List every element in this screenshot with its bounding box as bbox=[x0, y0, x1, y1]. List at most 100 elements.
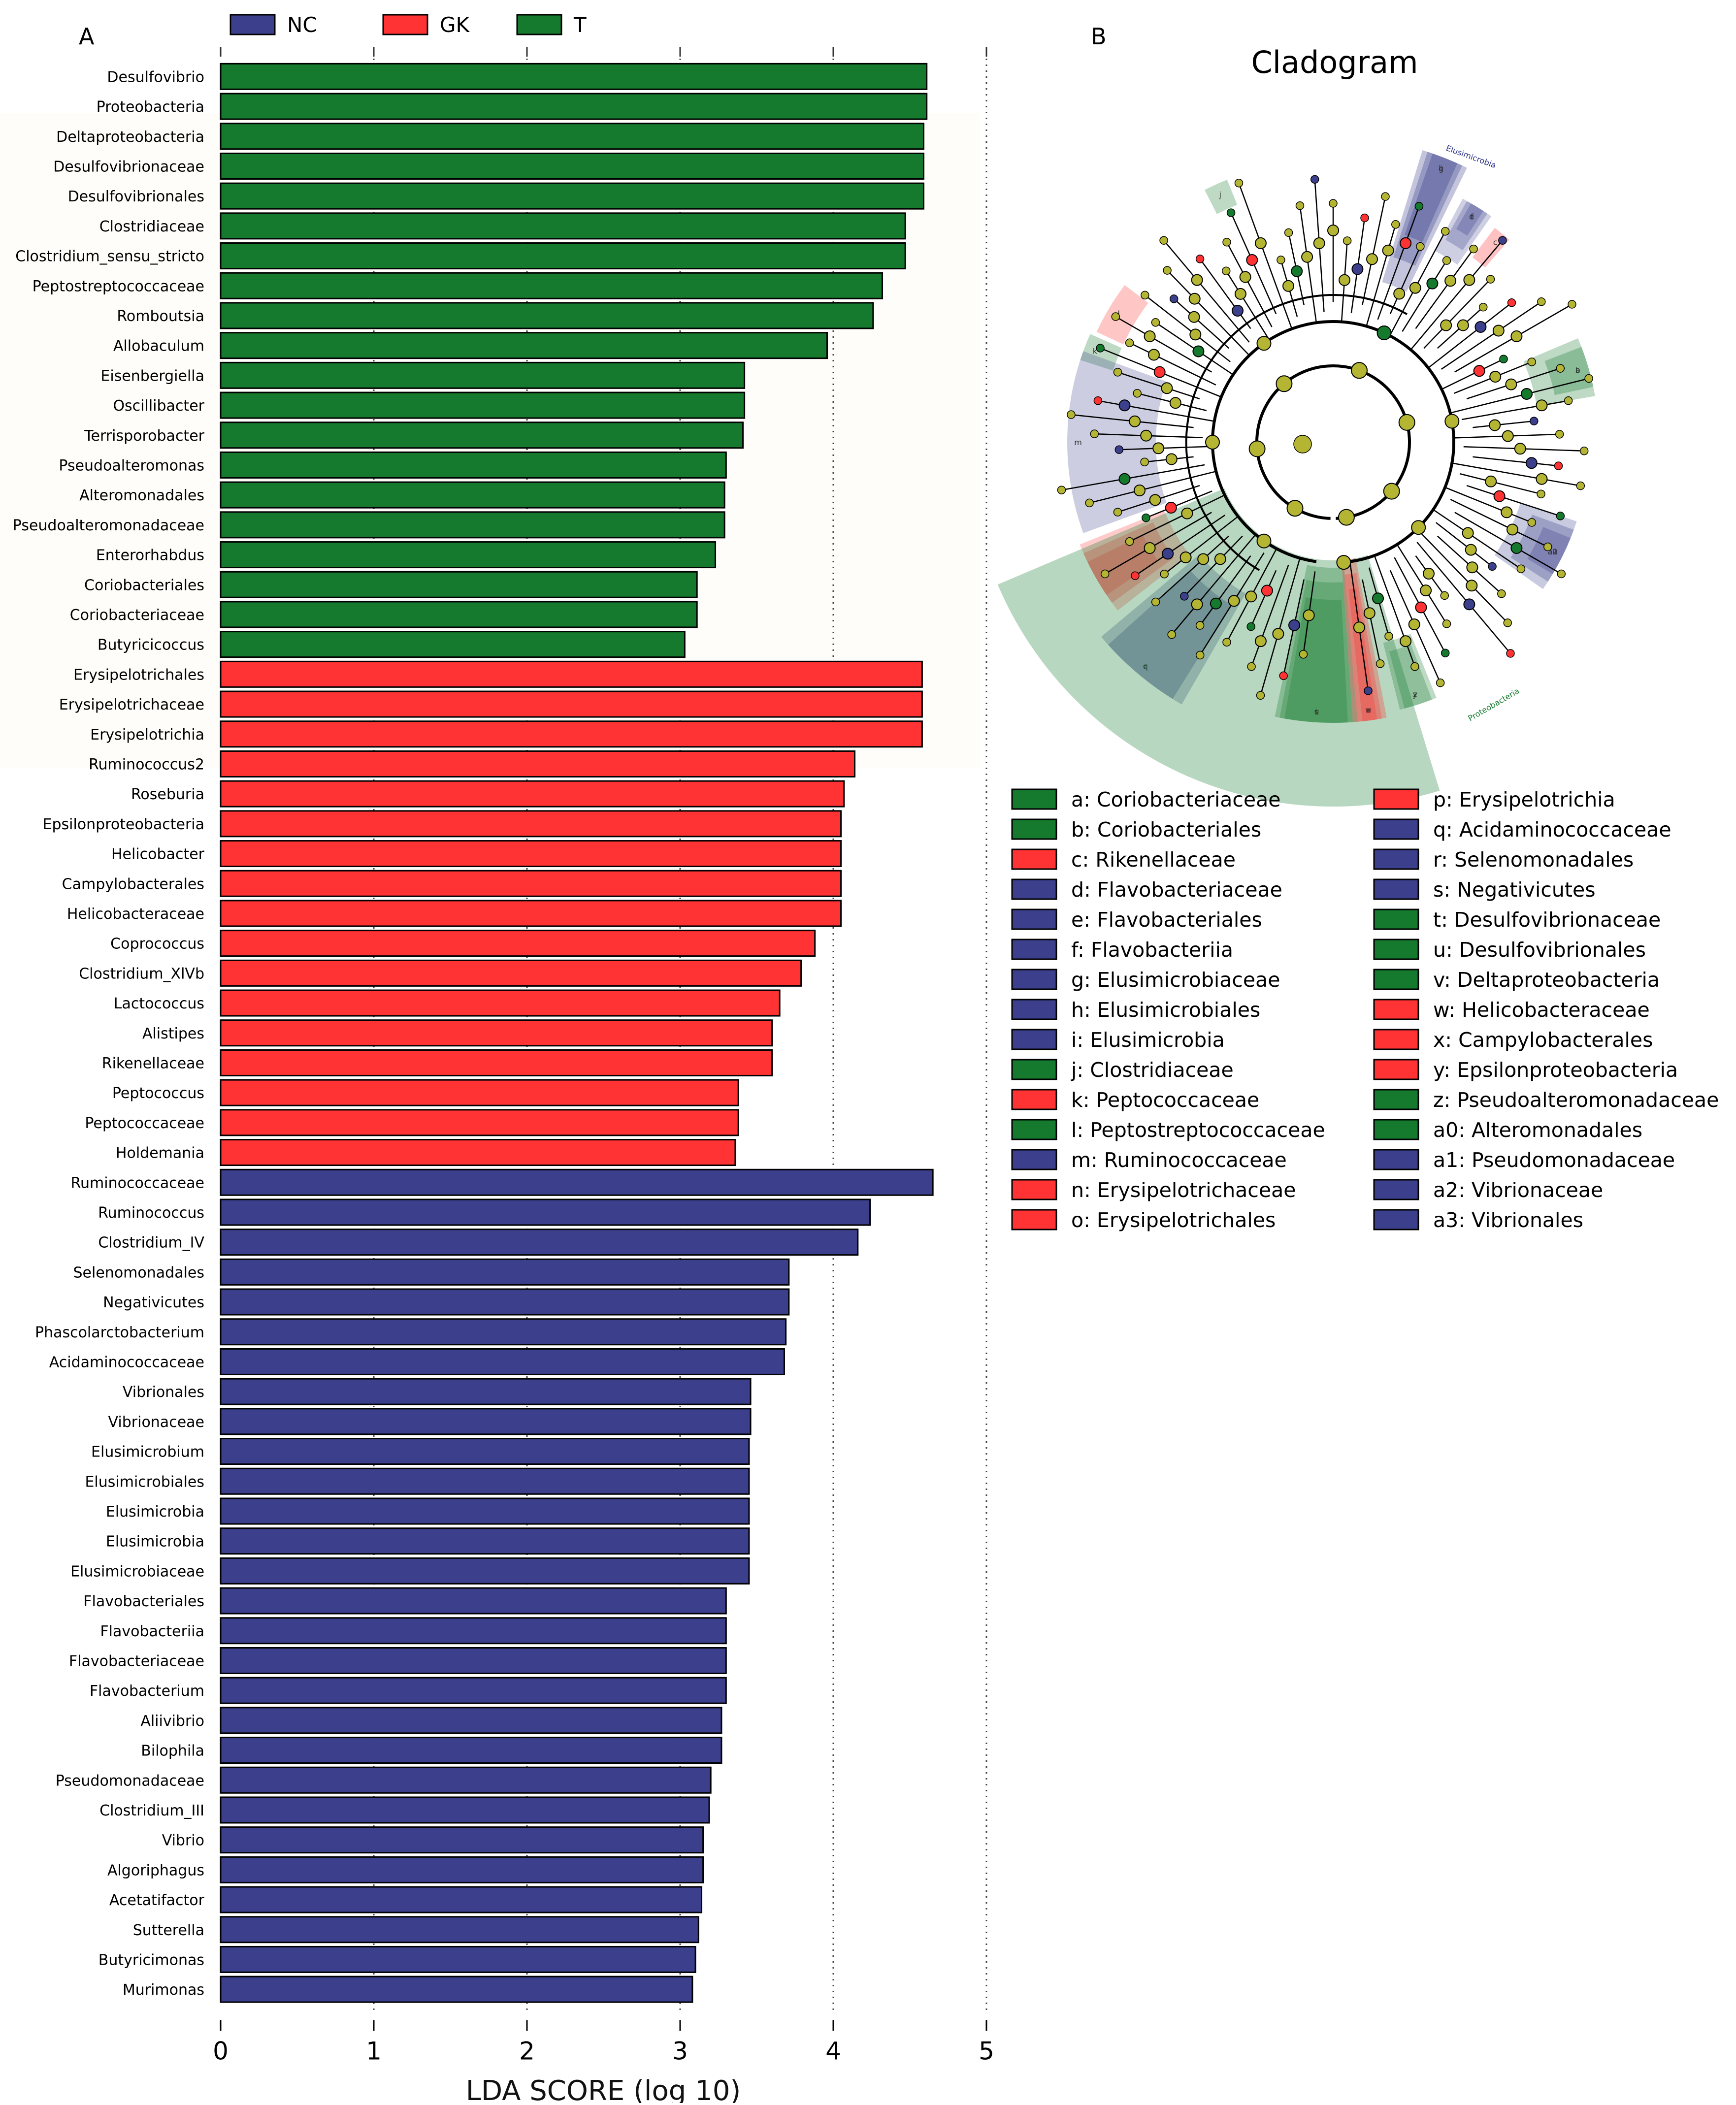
bar bbox=[220, 1229, 859, 1256]
clado-legend-label: b: Coriobacteriales bbox=[1071, 818, 1261, 842]
tree-branch bbox=[1441, 358, 1504, 390]
tree-node bbox=[1440, 319, 1452, 331]
y-tick-label: Erysipelotrichales bbox=[73, 666, 204, 683]
tree-branch bbox=[1105, 512, 1212, 575]
tree-node bbox=[1514, 443, 1526, 455]
tree-leaf bbox=[1564, 396, 1573, 405]
y-tick-label: Elusimicrobia bbox=[106, 1503, 204, 1521]
bar bbox=[220, 1826, 704, 1854]
tree-node bbox=[1301, 251, 1313, 263]
tree-node bbox=[1313, 237, 1325, 249]
tree-branch bbox=[1377, 206, 1420, 320]
bar bbox=[220, 1408, 752, 1435]
cladogram-title: Cladogram bbox=[1251, 44, 1418, 80]
tree-branch bbox=[1450, 378, 1589, 414]
tree-branch bbox=[1098, 400, 1214, 422]
tree-leaf bbox=[1159, 236, 1168, 245]
tree-leaf bbox=[1391, 220, 1400, 229]
highlight-sector bbox=[1382, 150, 1467, 292]
clado-legend-swatch bbox=[1011, 1119, 1057, 1140]
clado-legend-label: a1: Pseudomonadaceae bbox=[1433, 1148, 1675, 1172]
tree-node bbox=[1118, 399, 1131, 412]
bar bbox=[220, 1318, 787, 1346]
tree-branch bbox=[1444, 486, 1532, 523]
tree-branch bbox=[1145, 294, 1231, 362]
tree-leaf bbox=[1141, 291, 1149, 300]
tree-leaf bbox=[1381, 192, 1390, 201]
bar bbox=[220, 182, 924, 210]
clado-legend-swatch bbox=[1011, 908, 1057, 930]
tree-node bbox=[1339, 274, 1350, 286]
tree-leaf bbox=[1579, 447, 1589, 455]
y-tick-label: Flavobacteriales bbox=[83, 1593, 204, 1610]
tree-branch bbox=[1173, 298, 1230, 349]
tree-branch bbox=[1416, 528, 1508, 623]
y-tick-label: Helicobacteraceae bbox=[67, 906, 204, 923]
tree-node bbox=[1161, 382, 1173, 394]
highlight-sector bbox=[1404, 153, 1458, 242]
tree-branch bbox=[1089, 471, 1216, 504]
tree-branch bbox=[1299, 205, 1317, 323]
ring-class bbox=[1211, 320, 1455, 563]
tree-node bbox=[1140, 429, 1152, 442]
tree-node bbox=[1474, 321, 1487, 333]
bar bbox=[220, 780, 845, 808]
tree-node bbox=[1400, 237, 1412, 249]
y-tick-label: Rikenellaceae bbox=[102, 1055, 204, 1072]
y-tick-label: Vibrionaceae bbox=[108, 1414, 204, 1431]
y-tick-label: Ruminococcus bbox=[98, 1204, 204, 1222]
clado-legend-swatch bbox=[1373, 1209, 1419, 1231]
clado-legend-label: c: Rikenellaceae bbox=[1071, 848, 1236, 872]
y-tick-label: Elusimicrobiales bbox=[85, 1473, 204, 1490]
legend-label-nc: NC bbox=[287, 13, 317, 37]
y-tick-label: Enterorhabdus bbox=[96, 547, 204, 564]
tree-branch bbox=[1119, 446, 1213, 451]
tree-branch bbox=[1473, 456, 1559, 467]
bar bbox=[220, 690, 923, 718]
y-tick-label: Eisenbergiella bbox=[100, 367, 204, 385]
bar bbox=[220, 1348, 785, 1375]
sector-letter: l bbox=[1117, 309, 1119, 318]
tree-leaf bbox=[1163, 266, 1172, 275]
tree-leaf bbox=[1497, 589, 1506, 598]
y-tick-label: Phascolarctobacterium bbox=[35, 1324, 204, 1341]
tree-branch bbox=[1362, 579, 1381, 664]
inner-node bbox=[1336, 555, 1351, 570]
y-tick-label: Pseudoalteromonadaceae bbox=[13, 517, 204, 534]
clado-legend-label: v: Deltaproteobacteria bbox=[1433, 968, 1660, 992]
tree-branch bbox=[1155, 535, 1230, 603]
tree-leaf bbox=[1557, 569, 1566, 579]
cladogram-legend: a: Coriobacteriaceae b: Coriobacteriales c… bbox=[1011, 788, 1719, 1232]
bar bbox=[220, 1497, 750, 1525]
bar bbox=[220, 571, 698, 598]
tree-node bbox=[1382, 244, 1394, 257]
tree-leaf bbox=[1410, 662, 1419, 671]
clado-legend-swatch bbox=[1011, 878, 1057, 900]
y-tick-label: Algoriphagus bbox=[107, 1862, 204, 1879]
bar bbox=[220, 1737, 722, 1764]
bar bbox=[220, 840, 842, 868]
clado-legend-label: o: Erysipelotrichales bbox=[1071, 1208, 1276, 1232]
x-tick-label: 4 bbox=[825, 2037, 841, 2066]
bar bbox=[220, 1916, 699, 1943]
tree-branch bbox=[1226, 242, 1273, 327]
y-tick-label: Butyricicoccus bbox=[98, 637, 204, 654]
y-tick-label: Acidaminococcaceae bbox=[49, 1354, 204, 1371]
tree-node bbox=[1501, 506, 1513, 518]
y-tick-label: Clostridium_XlVb bbox=[79, 965, 204, 982]
tree-node bbox=[1234, 288, 1246, 300]
tree-leaf bbox=[1556, 512, 1565, 520]
tree-branch bbox=[1250, 564, 1289, 667]
bar bbox=[220, 1109, 739, 1136]
clado-legend-swatch bbox=[1373, 848, 1419, 870]
tree-branch bbox=[1183, 535, 1243, 597]
tree-leaf bbox=[1329, 199, 1338, 208]
lda-bar-chart: NC GK T Desulfovibrio Proteobacteria Deltapr… bbox=[13, 13, 994, 2105]
tree-leaf bbox=[1090, 429, 1099, 438]
tree-leaf bbox=[1133, 389, 1142, 398]
bar bbox=[220, 93, 928, 120]
bar bbox=[220, 1945, 696, 1973]
tree-node bbox=[1291, 265, 1303, 277]
bar bbox=[220, 123, 924, 150]
tree-leaf bbox=[1537, 297, 1546, 306]
